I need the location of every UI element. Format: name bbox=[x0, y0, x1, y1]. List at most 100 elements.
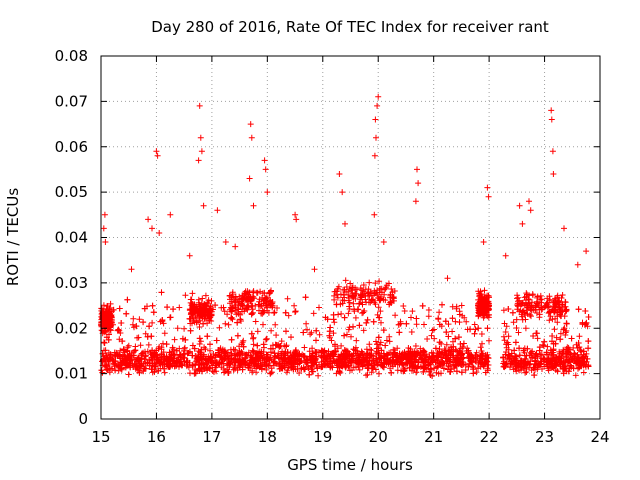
data-point bbox=[427, 372, 434, 378]
data-point bbox=[250, 341, 257, 348]
data-point bbox=[552, 340, 559, 347]
data-point bbox=[259, 294, 266, 301]
data-point bbox=[502, 329, 509, 335]
data-point bbox=[154, 152, 161, 159]
data-point bbox=[425, 307, 432, 313]
data-point bbox=[282, 309, 289, 316]
data-point bbox=[163, 353, 170, 360]
x-tick-label: 19 bbox=[313, 428, 332, 446]
data-point bbox=[252, 318, 259, 325]
data-point bbox=[390, 363, 396, 370]
data-point bbox=[386, 333, 393, 340]
data-point bbox=[467, 351, 473, 358]
data-point bbox=[475, 361, 482, 367]
data-point bbox=[176, 363, 182, 370]
data-point bbox=[305, 365, 312, 371]
data-point bbox=[475, 325, 482, 332]
data-point bbox=[424, 336, 431, 342]
data-point bbox=[366, 279, 373, 286]
data-point bbox=[400, 362, 407, 369]
data-point bbox=[375, 93, 382, 100]
data-point bbox=[339, 189, 346, 196]
data-point bbox=[261, 289, 268, 296]
data-point bbox=[197, 349, 204, 356]
data-point bbox=[262, 166, 269, 173]
data-point bbox=[411, 356, 418, 363]
data-point bbox=[284, 295, 291, 302]
data-point bbox=[308, 329, 315, 336]
chart-title: Day 280 of 2016, Rate Of TEC Index for r… bbox=[151, 18, 549, 36]
data-point bbox=[550, 171, 557, 177]
data-point bbox=[483, 307, 490, 314]
data-point bbox=[103, 352, 110, 359]
data-point bbox=[529, 291, 536, 298]
data-point bbox=[307, 331, 314, 338]
data-point bbox=[336, 171, 343, 177]
data-point bbox=[207, 347, 213, 354]
data-point bbox=[124, 296, 131, 303]
data-point bbox=[252, 358, 258, 365]
data-point bbox=[578, 348, 585, 355]
data-point bbox=[309, 368, 316, 375]
data-point bbox=[263, 351, 270, 358]
data-point bbox=[245, 304, 252, 311]
data-point bbox=[367, 289, 374, 295]
data-point bbox=[579, 355, 586, 362]
data-point bbox=[243, 295, 250, 302]
data-point bbox=[103, 366, 110, 373]
data-point bbox=[532, 357, 539, 364]
data-point bbox=[431, 335, 438, 342]
data-point bbox=[369, 296, 376, 303]
data-point bbox=[340, 292, 347, 298]
data-point bbox=[340, 350, 347, 357]
data-point bbox=[505, 306, 512, 312]
data-point bbox=[550, 363, 557, 370]
data-point bbox=[513, 363, 520, 370]
data-point bbox=[465, 363, 472, 370]
data-point bbox=[327, 353, 334, 360]
data-point bbox=[213, 337, 220, 344]
data-point bbox=[260, 309, 267, 316]
data-point bbox=[260, 341, 267, 348]
data-point bbox=[321, 362, 328, 369]
data-point bbox=[521, 359, 528, 366]
data-point bbox=[358, 292, 364, 299]
data-point bbox=[513, 316, 520, 323]
data-point bbox=[508, 350, 515, 357]
data-point bbox=[151, 361, 158, 368]
data-point bbox=[484, 325, 491, 332]
data-point bbox=[525, 296, 532, 303]
data-point bbox=[421, 348, 428, 355]
data-point bbox=[356, 366, 363, 373]
data-point bbox=[145, 341, 152, 348]
data-point bbox=[409, 367, 415, 374]
data-point bbox=[292, 347, 299, 354]
data-point bbox=[549, 349, 556, 356]
data-point bbox=[161, 369, 168, 376]
data-point bbox=[534, 335, 541, 342]
data-point bbox=[512, 339, 519, 346]
data-point bbox=[271, 310, 277, 316]
data-point bbox=[272, 341, 279, 348]
data-point bbox=[192, 370, 199, 377]
data-point bbox=[185, 350, 192, 356]
data-point bbox=[265, 309, 272, 316]
x-tick-labels: 15 16 17 18 19 20 21 22 23 24 bbox=[91, 428, 609, 446]
data-point bbox=[364, 371, 371, 378]
data-point bbox=[145, 216, 152, 223]
data-point bbox=[125, 371, 132, 378]
data-point bbox=[412, 198, 419, 205]
data-point bbox=[200, 320, 207, 327]
data-point bbox=[523, 307, 530, 314]
data-point bbox=[367, 353, 373, 359]
y-tick-label: 0 bbox=[78, 410, 88, 428]
data-point bbox=[202, 346, 209, 353]
data-point bbox=[546, 317, 553, 324]
data-point bbox=[231, 364, 238, 371]
data-point bbox=[362, 355, 369, 362]
data-point bbox=[275, 354, 282, 361]
data-point bbox=[544, 361, 551, 368]
data-point bbox=[336, 368, 343, 375]
data-point bbox=[537, 292, 544, 299]
data-point bbox=[268, 288, 274, 295]
